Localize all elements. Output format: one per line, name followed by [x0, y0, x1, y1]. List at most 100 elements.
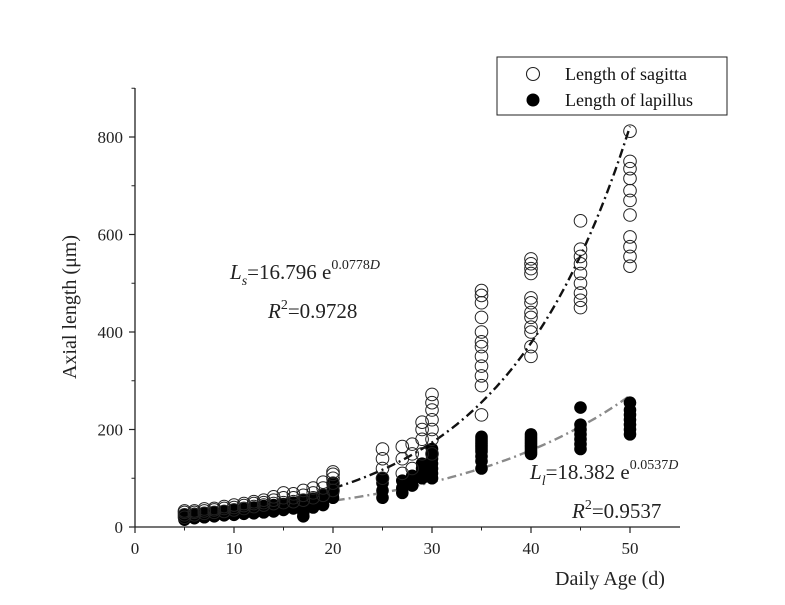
lapillus-point [623, 396, 637, 409]
sagitta-point [524, 325, 538, 339]
sagitta-point [474, 283, 489, 298]
sagitta-point [306, 481, 321, 495]
sagitta-point [573, 242, 588, 256]
sagitta-point [425, 447, 439, 461]
sagitta-point [573, 214, 588, 228]
r2-sup: 2 [281, 298, 288, 313]
lapillus-point [376, 471, 389, 485]
sagitta-point [306, 490, 321, 505]
sagitta-point [524, 295, 538, 310]
sagitta-point [474, 349, 489, 364]
x-tick-label: 40 [523, 539, 540, 558]
x-tick-label: 50 [622, 539, 639, 558]
x-tick-label: 30 [424, 539, 441, 558]
sagitta-point [524, 320, 538, 334]
y-tick-label: 600 [98, 226, 124, 245]
sagitta-point [266, 496, 281, 511]
lapillus-point [415, 457, 429, 470]
sagitta-point [474, 359, 489, 373]
sagitta-point [375, 442, 390, 456]
x-tick-label: 10 [226, 539, 243, 558]
y-axis-title: Axial length (μm) [59, 235, 81, 379]
eq-body: =16.796 e [247, 260, 331, 284]
lapillus-equation: Ll=18.382 e0.0537D R2=0.9537 [529, 458, 678, 523]
sagitta-point [524, 261, 538, 276]
sagitta-point [623, 259, 637, 273]
sagitta-point [474, 378, 489, 393]
sagitta-point [623, 230, 637, 244]
svg-text:Ls=16.796 e0.0778D: Ls=16.796 e0.0778D [229, 258, 380, 289]
sagitta-point [266, 489, 281, 504]
sagitta-point [573, 256, 588, 271]
sagitta-point [573, 286, 588, 300]
sagitta-point [326, 476, 340, 490]
sagitta-point [623, 193, 637, 208]
sagitta-point [425, 403, 439, 417]
sagitta-point [296, 483, 311, 498]
lapillus-point [425, 442, 439, 456]
y-tick-label: 400 [98, 323, 124, 342]
fit-curve-sagitta [184, 126, 632, 517]
r2-value: =0.9537 [592, 499, 662, 523]
svg-text:R2=0.9537: R2=0.9537 [571, 498, 661, 523]
sagitta-point [425, 395, 439, 410]
sagitta-point [286, 494, 301, 509]
sagitta-point [474, 295, 489, 310]
sagitta-point [266, 493, 281, 507]
eq-sub: l [542, 474, 546, 489]
sagitta-point [326, 465, 340, 479]
series-lapillus [178, 396, 637, 526]
sagitta-point [425, 412, 439, 427]
r2-sup: 2 [585, 498, 592, 513]
x-ticks: 0 10 20 30 40 50 [131, 527, 639, 558]
sagitta-point [425, 432, 439, 447]
sagitta-point [524, 305, 538, 320]
y-tick-label: 800 [98, 128, 124, 147]
sagitta-point [474, 408, 489, 422]
lapillus-point [524, 428, 538, 441]
sagitta-point [227, 498, 241, 512]
sagitta-point [524, 266, 538, 281]
sagitta-point [187, 504, 202, 518]
sagitta-point [474, 339, 489, 354]
sagitta-point [207, 501, 221, 516]
sagitta-point [375, 461, 390, 476]
legend-label-lapillus: Length of lapillus [565, 90, 693, 110]
x-axis-title: Daily Age (d) [555, 568, 665, 590]
sagitta-point [573, 249, 588, 264]
sagitta-point [405, 461, 420, 476]
sagitta-point [573, 293, 588, 308]
sagitta-point [623, 239, 637, 254]
sagitta-point [316, 475, 330, 489]
legend-marker-sagitta [525, 66, 541, 82]
y-ticks: 0 200 400 600 800 [98, 87, 135, 537]
sagitta-point [276, 490, 291, 505]
sagitta-point [524, 339, 538, 354]
lapillus-point [574, 401, 587, 414]
sagitta-point [286, 487, 301, 501]
sagitta-point [247, 494, 261, 509]
sagitta-point [326, 471, 340, 486]
sagitta-point [286, 490, 301, 505]
eq-body: =18.382 e [546, 460, 630, 484]
sagitta-point [375, 471, 390, 486]
sagitta-equation: Ls=16.796 e0.0778D R2=0.9728 [229, 258, 380, 323]
sagitta-point [524, 252, 538, 266]
sagitta-point [623, 124, 637, 138]
eq-var: L [529, 460, 542, 484]
sagitta-point [474, 310, 489, 325]
lapillus-point [475, 430, 488, 444]
legend: Length of sagitta Length of lapillus [496, 56, 728, 116]
sagitta-point [415, 447, 429, 461]
sagitta-point [177, 504, 192, 518]
x-tick-label: 0 [131, 539, 140, 558]
sagitta-point [474, 288, 489, 303]
sagitta-point [623, 249, 637, 264]
sagitta-point [256, 493, 271, 507]
sagitta-point [524, 349, 538, 364]
sagitta-point [573, 266, 588, 281]
sagitta-point [623, 171, 637, 186]
sagitta-point [375, 451, 390, 466]
svg-text:R2=0.9728: R2=0.9728 [267, 298, 357, 323]
